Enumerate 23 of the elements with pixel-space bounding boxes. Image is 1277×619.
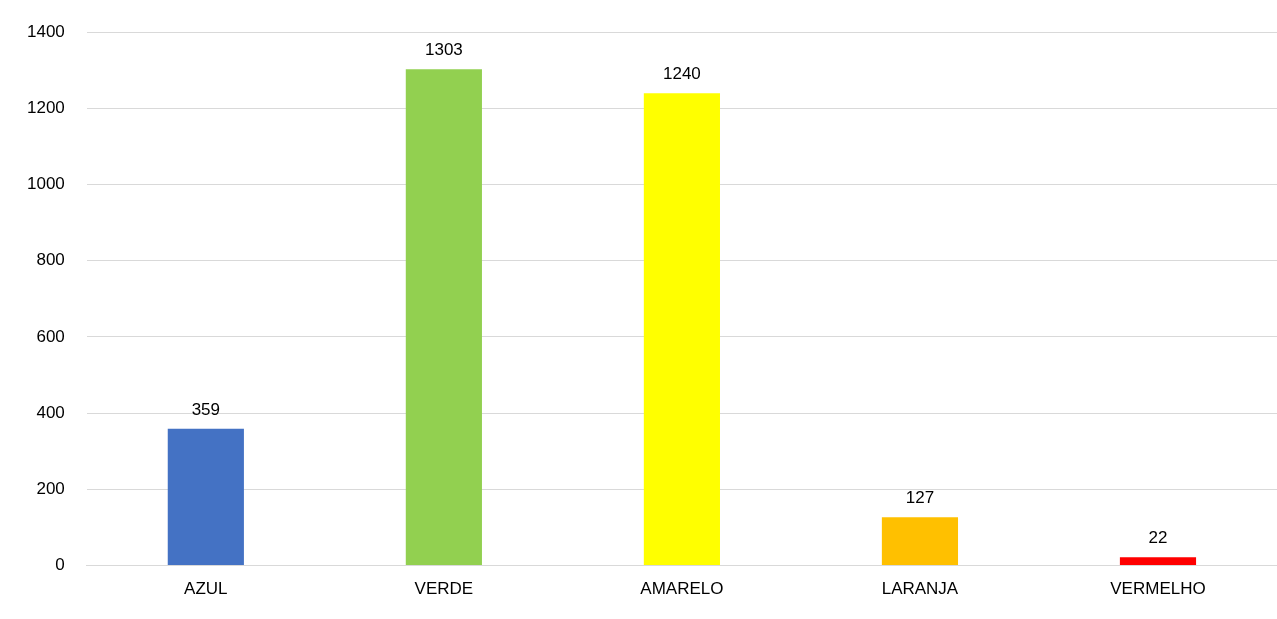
y-tick-label: 400 [36, 402, 65, 422]
bar [1119, 557, 1197, 566]
y-tick-label: 1000 [26, 174, 65, 194]
data-label: 1303 [424, 40, 463, 60]
data-label: 22 [1148, 528, 1168, 548]
x-tick-label: VERDE [414, 579, 474, 599]
y-tick-label: 1400 [26, 21, 65, 41]
y-tick-label: 600 [36, 326, 65, 346]
x-tick-label: AZUL [184, 579, 228, 599]
x-tick-label: AMARELO [640, 579, 724, 599]
x-tick-label: LARANJA [881, 579, 959, 599]
bar [405, 69, 482, 566]
y-tick-label: 200 [36, 479, 65, 499]
bar [881, 517, 959, 566]
data-label: 359 [191, 400, 221, 420]
x-tick-label: VERMELHO [1110, 579, 1206, 599]
y-tick-label: 1200 [26, 98, 65, 118]
y-tick-label: 0 [55, 555, 65, 575]
bar [167, 428, 244, 566]
y-tick-label: 800 [36, 250, 65, 270]
bar [643, 93, 720, 566]
data-label: 127 [905, 488, 935, 508]
data-label: 1240 [663, 64, 701, 84]
